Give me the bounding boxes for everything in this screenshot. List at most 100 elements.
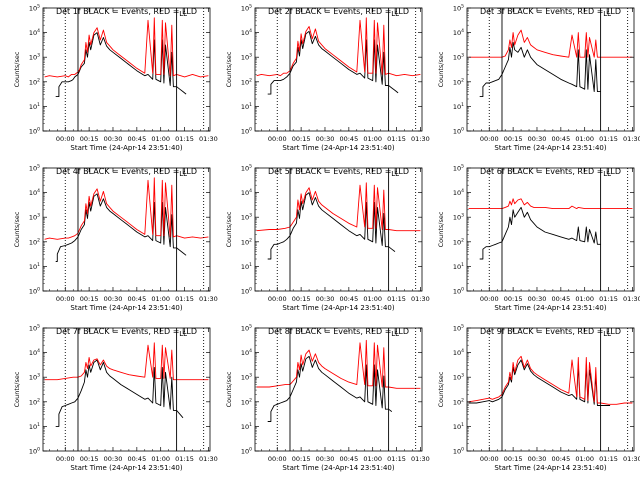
y-tick-label: 105 — [241, 4, 252, 13]
x-tick-label: 01:00 — [151, 455, 170, 463]
x-tick-label: 01:15 — [175, 295, 194, 303]
x-axis-label: Start Time (24-Apr-14 23:51:40) — [494, 304, 606, 312]
x-tick-label: 01:30 — [199, 455, 218, 463]
panel-title: Det 3f BLACK = Events, RED = LLD — [480, 7, 621, 16]
x-tick-label: 01:15 — [387, 295, 406, 303]
x-tick-label: 00:45 — [339, 295, 358, 303]
x-tick-label: 01:00 — [151, 135, 170, 143]
series-lld-line — [256, 339, 421, 389]
x-axis-label: Start Time (24-Apr-14 23:51:40) — [70, 144, 182, 152]
x-tick-label: 01:15 — [599, 295, 618, 303]
ll-marker-label: LL — [179, 170, 187, 178]
ll-marker-label: LL — [179, 330, 187, 338]
x-tick-label: 01:30 — [623, 295, 640, 303]
series-lld-line — [468, 355, 633, 405]
series-events-line — [468, 359, 611, 406]
x-tick-label: 00:45 — [551, 295, 570, 303]
y-axis-label: Counts/sec — [13, 371, 21, 407]
y-tick-label: 102 — [29, 77, 40, 86]
x-tick-label: 00:00 — [480, 455, 499, 463]
panel-title: Det 5f BLACK = Events, RED = LLD — [268, 167, 409, 176]
y-tick-label: 100 — [29, 447, 40, 456]
y-tick-label: 105 — [453, 4, 464, 13]
y-tick-label: 100 — [241, 127, 252, 136]
y-tick-label: 102 — [241, 237, 252, 246]
y-tick-label: 105 — [453, 164, 464, 173]
ll-marker-label: LL — [179, 10, 187, 18]
x-tick-label: 00:45 — [339, 455, 358, 463]
y-tick-label: 101 — [241, 422, 252, 431]
y-tick-label: 103 — [453, 53, 464, 62]
y-axis-label: Counts/sec — [13, 211, 21, 247]
y-tick-label: 105 — [29, 164, 40, 173]
x-tick-label: 00:30 — [104, 295, 123, 303]
panel-title: Det 8f BLACK = Events, RED = LLD — [268, 327, 409, 336]
series-events-line — [267, 355, 393, 422]
y-tick-label: 100 — [241, 447, 252, 456]
y-tick-label: 103 — [453, 213, 464, 222]
x-tick-label: 00:00 — [56, 455, 75, 463]
x-tick-label: 00:15 — [80, 455, 99, 463]
series-events-line — [55, 32, 187, 98]
y-axis-label: Counts/sec — [437, 51, 445, 87]
x-tick-label: 00:00 — [268, 455, 287, 463]
x-tick-label: 00:45 — [127, 295, 146, 303]
x-tick-label: 00:30 — [316, 455, 335, 463]
x-axis-label: Start Time (24-Apr-14 23:51:40) — [282, 304, 394, 312]
y-tick-label: 100 — [453, 127, 464, 136]
plot-frame — [42, 167, 211, 292]
panel-title: Det 2f BLACK = Events, RED = LLD — [268, 7, 409, 16]
x-axis-label: Start Time (24-Apr-14 23:51:40) — [494, 464, 606, 472]
y-tick-label: 102 — [241, 397, 252, 406]
y-tick-label: 104 — [29, 28, 40, 37]
x-tick-label: 00:45 — [127, 455, 146, 463]
y-tick-label: 103 — [241, 373, 252, 382]
plot-frame — [466, 167, 635, 292]
x-tick-label: 00:45 — [339, 135, 358, 143]
panel-title: Det 1f BLACK = Events, RED = LLD — [56, 7, 197, 16]
x-tick-label: 01:00 — [575, 455, 594, 463]
series-events-line — [55, 193, 187, 262]
series-lld-line — [468, 198, 633, 210]
y-tick-label: 101 — [453, 262, 464, 271]
x-tick-label: 00:45 — [551, 455, 570, 463]
x-tick-label: 01:15 — [599, 455, 618, 463]
y-tick-label: 104 — [241, 348, 252, 357]
x-tick-label: 00:30 — [528, 455, 547, 463]
x-axis-label: Start Time (24-Apr-14 23:51:40) — [494, 144, 606, 152]
panel-title: Det 6f BLACK = Events, RED = LLD — [480, 167, 621, 176]
x-tick-label: 01:15 — [175, 455, 194, 463]
x-tick-label: 01:30 — [199, 135, 218, 143]
x-tick-label: 00:00 — [56, 295, 75, 303]
x-tick-label: 00:30 — [316, 295, 335, 303]
x-tick-label: 00:15 — [292, 455, 311, 463]
x-tick-label: 01:15 — [175, 135, 194, 143]
y-axis-label: Counts/sec — [437, 371, 445, 407]
x-tick-label: 00:00 — [56, 135, 75, 143]
y-tick-label: 100 — [453, 447, 464, 456]
series-lld-line — [468, 29, 633, 58]
plot-frame — [254, 327, 423, 452]
series-events-line — [267, 192, 396, 260]
y-tick-label: 100 — [241, 287, 252, 296]
x-axis-label: Start Time (24-Apr-14 23:51:40) — [70, 304, 182, 312]
x-tick-label: 00:30 — [528, 135, 547, 143]
x-tick-label: 01:15 — [387, 135, 406, 143]
x-tick-label: 01:15 — [387, 455, 406, 463]
series-events-line — [479, 41, 601, 98]
plot-frame — [254, 167, 423, 292]
y-tick-label: 105 — [241, 324, 252, 333]
x-tick-label: 00:00 — [268, 295, 287, 303]
y-tick-label: 101 — [29, 262, 40, 271]
plot-frame — [466, 7, 635, 132]
x-tick-label: 00:15 — [292, 135, 311, 143]
x-tick-label: 00:00 — [268, 135, 287, 143]
y-tick-label: 103 — [29, 213, 40, 222]
y-tick-label: 100 — [453, 287, 464, 296]
y-tick-label: 101 — [241, 262, 252, 271]
series-lld-line — [256, 182, 421, 232]
